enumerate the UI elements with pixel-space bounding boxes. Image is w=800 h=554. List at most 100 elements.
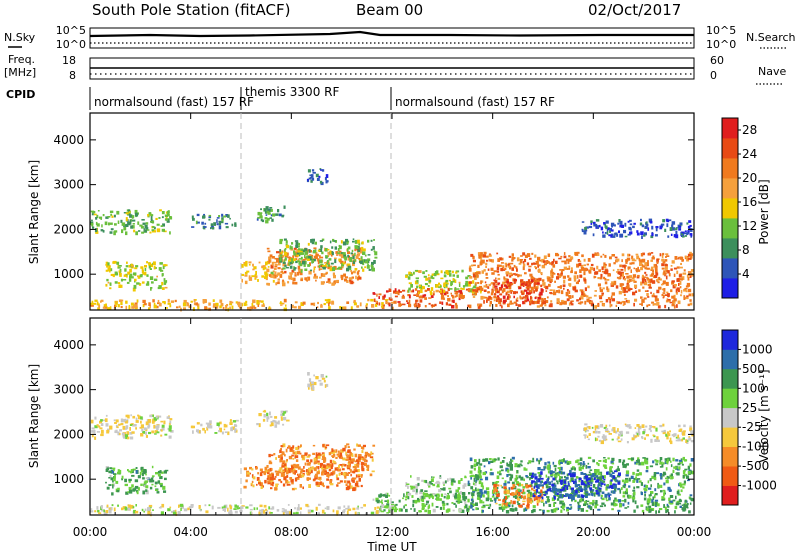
power-echo-0 bbox=[138, 230, 141, 232]
velocity-echo-4 bbox=[299, 452, 302, 455]
velocity-echo-11 bbox=[522, 500, 526, 503]
freq-tick-high: 18 bbox=[62, 54, 76, 67]
power-echo-5 bbox=[308, 249, 311, 253]
velocity-echo-14 bbox=[332, 509, 335, 513]
power-echo-12 bbox=[668, 219, 672, 222]
power-echo-10 bbox=[615, 304, 618, 307]
power-echo-10 bbox=[629, 275, 632, 277]
velocity-echo-10 bbox=[676, 500, 680, 503]
velocity-echo-10 bbox=[631, 496, 636, 500]
velocity-echo-5 bbox=[352, 470, 354, 474]
velocity-echo-10 bbox=[471, 503, 475, 506]
velocity-echo-10 bbox=[679, 482, 682, 486]
power-echo-8 bbox=[394, 288, 397, 292]
velocity-echo-7 bbox=[312, 386, 315, 391]
power-echo-13 bbox=[261, 304, 265, 307]
velocity-echo-12 bbox=[554, 491, 558, 495]
power-echo-4 bbox=[297, 265, 301, 270]
power-echo-8 bbox=[385, 300, 387, 305]
velocity-echo-10 bbox=[473, 467, 476, 471]
power-echo-0 bbox=[148, 212, 152, 215]
velocity-echo-12 bbox=[595, 489, 598, 492]
power-echo-13 bbox=[262, 303, 265, 306]
power-echo-8 bbox=[443, 297, 445, 300]
power-echo-3 bbox=[272, 270, 275, 273]
power-echo-10 bbox=[689, 302, 693, 306]
power-echo-12 bbox=[590, 222, 593, 225]
velocity-echo-10 bbox=[690, 458, 694, 462]
velocity-echo-11 bbox=[503, 486, 507, 490]
velocity-echo-10 bbox=[682, 471, 686, 475]
power-echo-10 bbox=[661, 294, 664, 297]
power-data-regions bbox=[90, 168, 695, 312]
velocity-echo-12 bbox=[612, 483, 616, 486]
velocity-echo-10 bbox=[579, 462, 582, 465]
velocity-echo-1 bbox=[132, 489, 136, 492]
velocity-echo-14 bbox=[299, 507, 302, 510]
nsky-panel: N.Sky 10^5 10^0 10^5 10^0 N.Search bbox=[4, 24, 796, 51]
power-echo-10 bbox=[593, 275, 596, 279]
velocity-echo-9 bbox=[477, 495, 480, 499]
velocity-echo-10 bbox=[542, 509, 545, 514]
velocity-echo-1 bbox=[121, 475, 124, 479]
power-echo-4 bbox=[338, 250, 342, 253]
velocity-echo-1 bbox=[108, 477, 111, 479]
velocity-echo-10 bbox=[476, 492, 480, 495]
power-echo-10 bbox=[472, 272, 476, 275]
velocity-echo-10 bbox=[654, 493, 658, 496]
power-echo-10 bbox=[485, 262, 488, 266]
velocity-echo-13 bbox=[598, 439, 602, 442]
velocity-echo-13 bbox=[682, 432, 686, 436]
velocity-echo-10 bbox=[599, 505, 604, 508]
power-echo-12 bbox=[620, 222, 623, 225]
power-echo-10 bbox=[655, 298, 659, 302]
power-echo-10 bbox=[583, 278, 587, 282]
velocity-echo-10 bbox=[667, 458, 669, 463]
power-echo-10 bbox=[534, 254, 537, 258]
power-echo-5 bbox=[279, 257, 282, 262]
power-echo-5 bbox=[347, 265, 352, 268]
velocity-echo-12 bbox=[602, 475, 604, 480]
power-echo-10 bbox=[549, 262, 552, 265]
velocity-echo-12 bbox=[598, 487, 602, 490]
velocity-echo-10 bbox=[538, 460, 540, 465]
velocity-echo-10 bbox=[651, 475, 655, 479]
velocity-echo-10 bbox=[553, 503, 555, 507]
velocity-echo-10 bbox=[675, 459, 679, 462]
velocity-echo-0 bbox=[125, 436, 128, 440]
power-echo-8 bbox=[454, 295, 457, 298]
velocity-echo-14 bbox=[271, 506, 275, 510]
power-echo-3 bbox=[273, 267, 277, 270]
velocity-echo-0 bbox=[100, 423, 104, 426]
power-echo-4 bbox=[275, 282, 278, 286]
velocity-echo-9 bbox=[455, 489, 459, 493]
velocity-echo-4 bbox=[339, 456, 342, 458]
velocity-echo-10 bbox=[643, 487, 647, 491]
velocity-echo-10 bbox=[670, 460, 672, 463]
velocity-echo-5 bbox=[359, 460, 361, 462]
power-echo-4 bbox=[273, 274, 277, 279]
velocity-echo-4 bbox=[291, 482, 294, 485]
velocity-echo-12 bbox=[606, 486, 610, 489]
velocity-echo-14 bbox=[167, 508, 171, 512]
power-echo-10 bbox=[602, 253, 605, 256]
power-echo-10 bbox=[491, 289, 494, 293]
velocity-echo-14 bbox=[148, 504, 153, 507]
nsky-line bbox=[89, 30, 694, 38]
velocity-echo-14 bbox=[287, 504, 290, 506]
velocity-echo-13 bbox=[678, 437, 681, 440]
power-echo-11 bbox=[497, 290, 499, 294]
velocity-echo-10 bbox=[504, 480, 507, 484]
power-echo-10 bbox=[646, 304, 649, 308]
power-echo-10 bbox=[562, 284, 566, 287]
velocity-echo-10 bbox=[592, 502, 594, 506]
power-echo-13 bbox=[91, 300, 94, 304]
power-echo-10 bbox=[509, 290, 513, 292]
velocity-echo-10 bbox=[540, 468, 544, 471]
velocity-echo-1 bbox=[131, 484, 134, 488]
velocity-echo-10 bbox=[574, 467, 576, 471]
velocity-echo-1 bbox=[145, 470, 147, 473]
velocity-echo-10 bbox=[630, 475, 634, 480]
velocity-echo-0 bbox=[168, 425, 172, 429]
